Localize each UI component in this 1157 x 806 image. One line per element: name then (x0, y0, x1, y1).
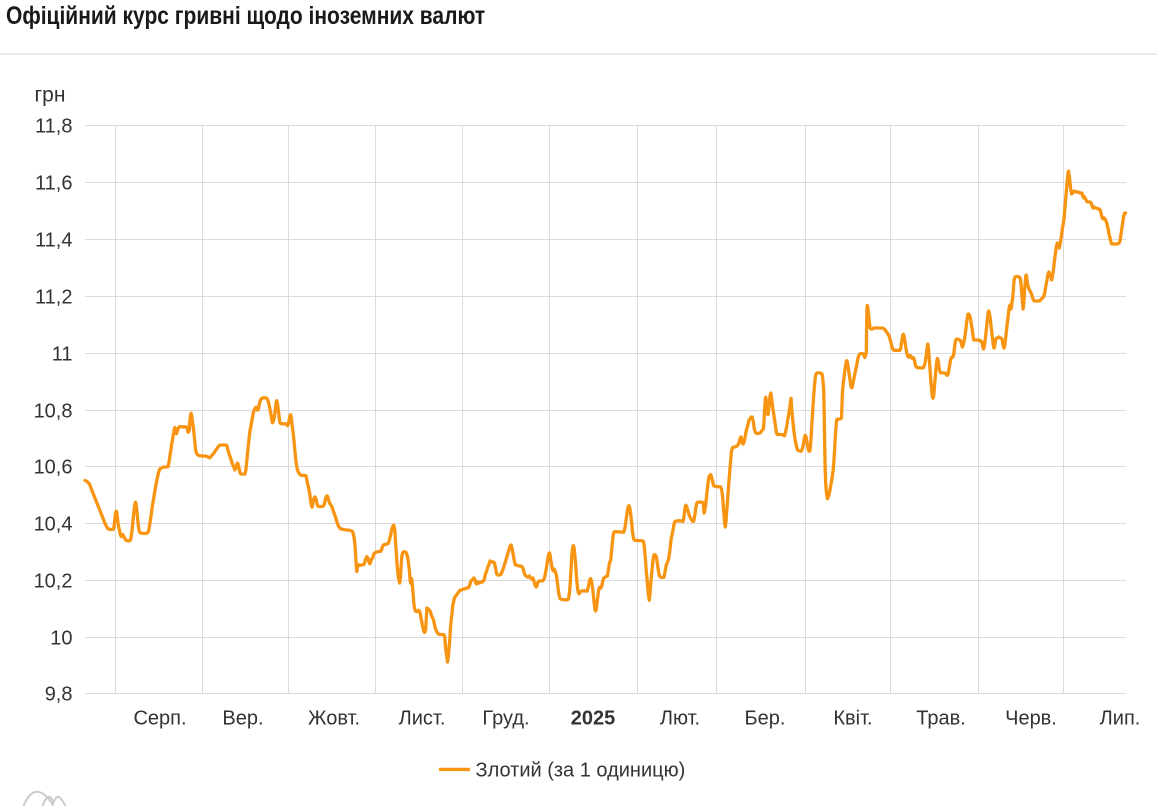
svg-text:Квіт.: Квіт. (833, 708, 872, 730)
svg-text:Злотий (за 1 одиницю): Злотий (за 1 одиницю) (476, 760, 686, 782)
svg-text:Серп.: Серп. (133, 708, 186, 730)
svg-text:10: 10 (50, 628, 72, 650)
svg-text:Трав.: Трав. (916, 708, 966, 730)
svg-text:Черв.: Черв. (1005, 708, 1057, 730)
svg-text:11,2: 11,2 (35, 287, 72, 309)
svg-text:Лют.: Лют. (660, 708, 700, 730)
svg-text:11,4: 11,4 (35, 230, 72, 252)
svg-text:11,8: 11,8 (35, 116, 72, 138)
svg-text:10,8: 10,8 (34, 401, 73, 423)
svg-text:Жовт.: Жовт. (308, 708, 360, 730)
svg-text:11: 11 (52, 344, 73, 366)
svg-text:9,8: 9,8 (45, 684, 73, 706)
svg-text:10,6: 10,6 (34, 457, 73, 479)
svg-text:11,6: 11,6 (35, 173, 72, 195)
svg-text:Вер.: Вер. (222, 708, 263, 730)
svg-text:10,4: 10,4 (34, 514, 73, 536)
svg-text:10,2: 10,2 (34, 571, 73, 593)
svg-text:грн: грн (35, 84, 66, 107)
svg-text:Бер.: Бер. (745, 708, 786, 730)
svg-text:2025: 2025 (571, 708, 616, 730)
svg-text:Груд.: Груд. (482, 708, 529, 730)
svg-text:Лист.: Лист. (399, 708, 446, 730)
svg-text:Лип.: Лип. (1100, 708, 1141, 730)
